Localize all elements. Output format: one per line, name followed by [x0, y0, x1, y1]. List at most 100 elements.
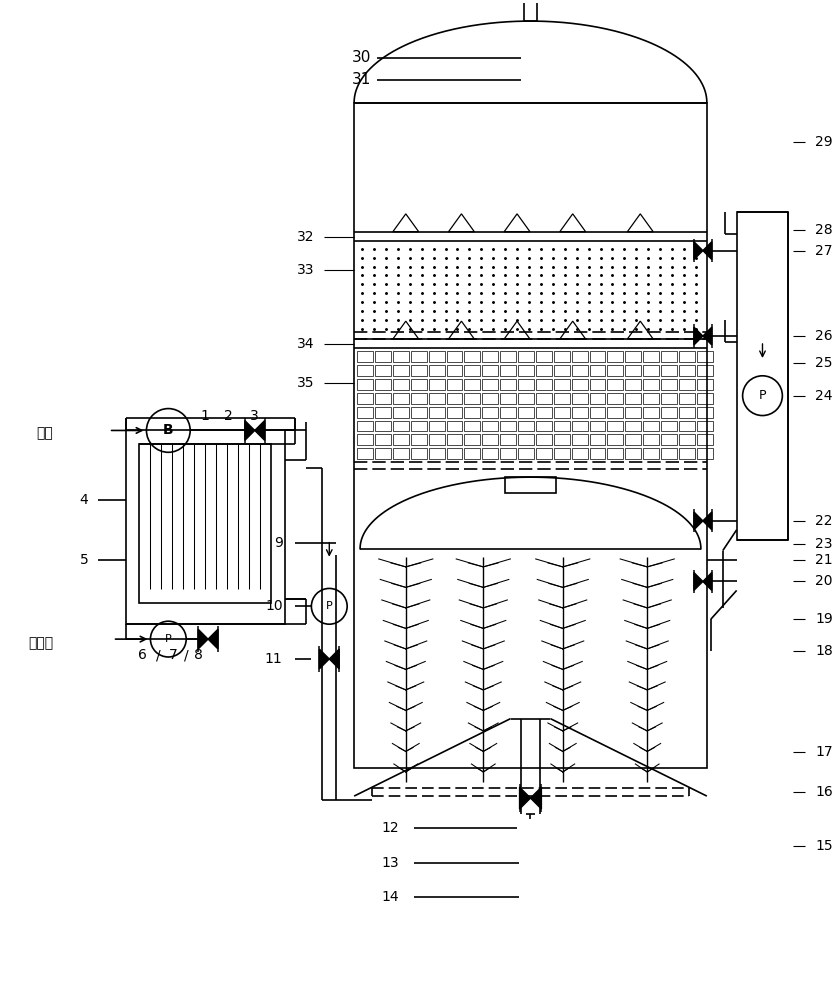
- Text: 17: 17: [815, 745, 833, 759]
- Bar: [446, 379, 462, 390]
- Bar: [375, 351, 391, 362]
- Text: 31: 31: [351, 72, 370, 87]
- Bar: [482, 393, 498, 404]
- Bar: [643, 379, 659, 390]
- Bar: [608, 407, 624, 418]
- Bar: [375, 365, 391, 376]
- Bar: [608, 365, 624, 376]
- Bar: [697, 365, 713, 376]
- Bar: [679, 421, 695, 431]
- Bar: [536, 351, 552, 362]
- Bar: [518, 434, 534, 445]
- Bar: [608, 448, 624, 459]
- Text: /: /: [184, 648, 188, 662]
- Text: 28: 28: [815, 223, 833, 237]
- Bar: [518, 407, 534, 418]
- Bar: [536, 393, 552, 404]
- Bar: [410, 407, 426, 418]
- Text: 自来水: 自来水: [28, 636, 54, 650]
- Bar: [661, 434, 677, 445]
- Bar: [500, 379, 516, 390]
- Bar: [697, 434, 713, 445]
- Bar: [410, 434, 426, 445]
- Text: 12: 12: [381, 821, 399, 835]
- Bar: [354, 103, 707, 768]
- Bar: [482, 351, 498, 362]
- Bar: [589, 379, 605, 390]
- Bar: [643, 351, 659, 362]
- Bar: [572, 365, 588, 376]
- Bar: [446, 448, 462, 459]
- Polygon shape: [694, 242, 703, 260]
- Bar: [465, 393, 481, 404]
- Bar: [482, 379, 498, 390]
- Bar: [465, 379, 481, 390]
- Polygon shape: [198, 629, 208, 649]
- Text: 24: 24: [815, 389, 833, 403]
- Bar: [482, 407, 498, 418]
- Bar: [661, 407, 677, 418]
- Bar: [679, 448, 695, 459]
- Bar: [375, 393, 391, 404]
- Bar: [572, 351, 588, 362]
- Bar: [375, 379, 391, 390]
- Bar: [410, 393, 426, 404]
- Bar: [536, 379, 552, 390]
- Bar: [589, 448, 605, 459]
- Polygon shape: [319, 649, 329, 669]
- Bar: [643, 407, 659, 418]
- Bar: [553, 379, 569, 390]
- Bar: [572, 379, 588, 390]
- Bar: [625, 365, 641, 376]
- Bar: [553, 448, 569, 459]
- Bar: [357, 351, 373, 362]
- Bar: [393, 448, 409, 459]
- Bar: [553, 365, 569, 376]
- Bar: [429, 421, 445, 431]
- Bar: [465, 407, 481, 418]
- Bar: [608, 421, 624, 431]
- Bar: [679, 407, 695, 418]
- Text: 30: 30: [351, 50, 370, 65]
- Text: 4: 4: [79, 493, 89, 507]
- Text: 10: 10: [265, 599, 283, 613]
- Bar: [482, 421, 498, 431]
- Text: 25: 25: [815, 356, 833, 370]
- Bar: [679, 434, 695, 445]
- Bar: [608, 434, 624, 445]
- Bar: [536, 365, 552, 376]
- Bar: [482, 365, 498, 376]
- Bar: [625, 379, 641, 390]
- Bar: [589, 393, 605, 404]
- Bar: [429, 434, 445, 445]
- Text: P: P: [326, 601, 333, 611]
- Bar: [679, 351, 695, 362]
- Text: P: P: [759, 389, 767, 402]
- Bar: [357, 434, 373, 445]
- Polygon shape: [703, 242, 711, 260]
- Bar: [679, 379, 695, 390]
- Polygon shape: [703, 327, 711, 345]
- Bar: [643, 434, 659, 445]
- Bar: [357, 421, 373, 431]
- Text: 33: 33: [297, 263, 314, 277]
- Bar: [500, 351, 516, 362]
- Bar: [679, 365, 695, 376]
- Text: 26: 26: [815, 329, 833, 343]
- Text: 8: 8: [194, 648, 202, 662]
- Bar: [357, 379, 373, 390]
- Bar: [375, 434, 391, 445]
- Bar: [375, 421, 391, 431]
- Bar: [357, 448, 373, 459]
- Bar: [500, 393, 516, 404]
- Bar: [737, 212, 788, 540]
- Bar: [643, 365, 659, 376]
- Bar: [518, 365, 534, 376]
- Text: 3: 3: [251, 409, 259, 423]
- Bar: [589, 421, 605, 431]
- Text: 34: 34: [297, 337, 314, 351]
- Bar: [429, 351, 445, 362]
- Bar: [553, 407, 569, 418]
- Polygon shape: [703, 512, 711, 530]
- Text: 11: 11: [265, 652, 283, 666]
